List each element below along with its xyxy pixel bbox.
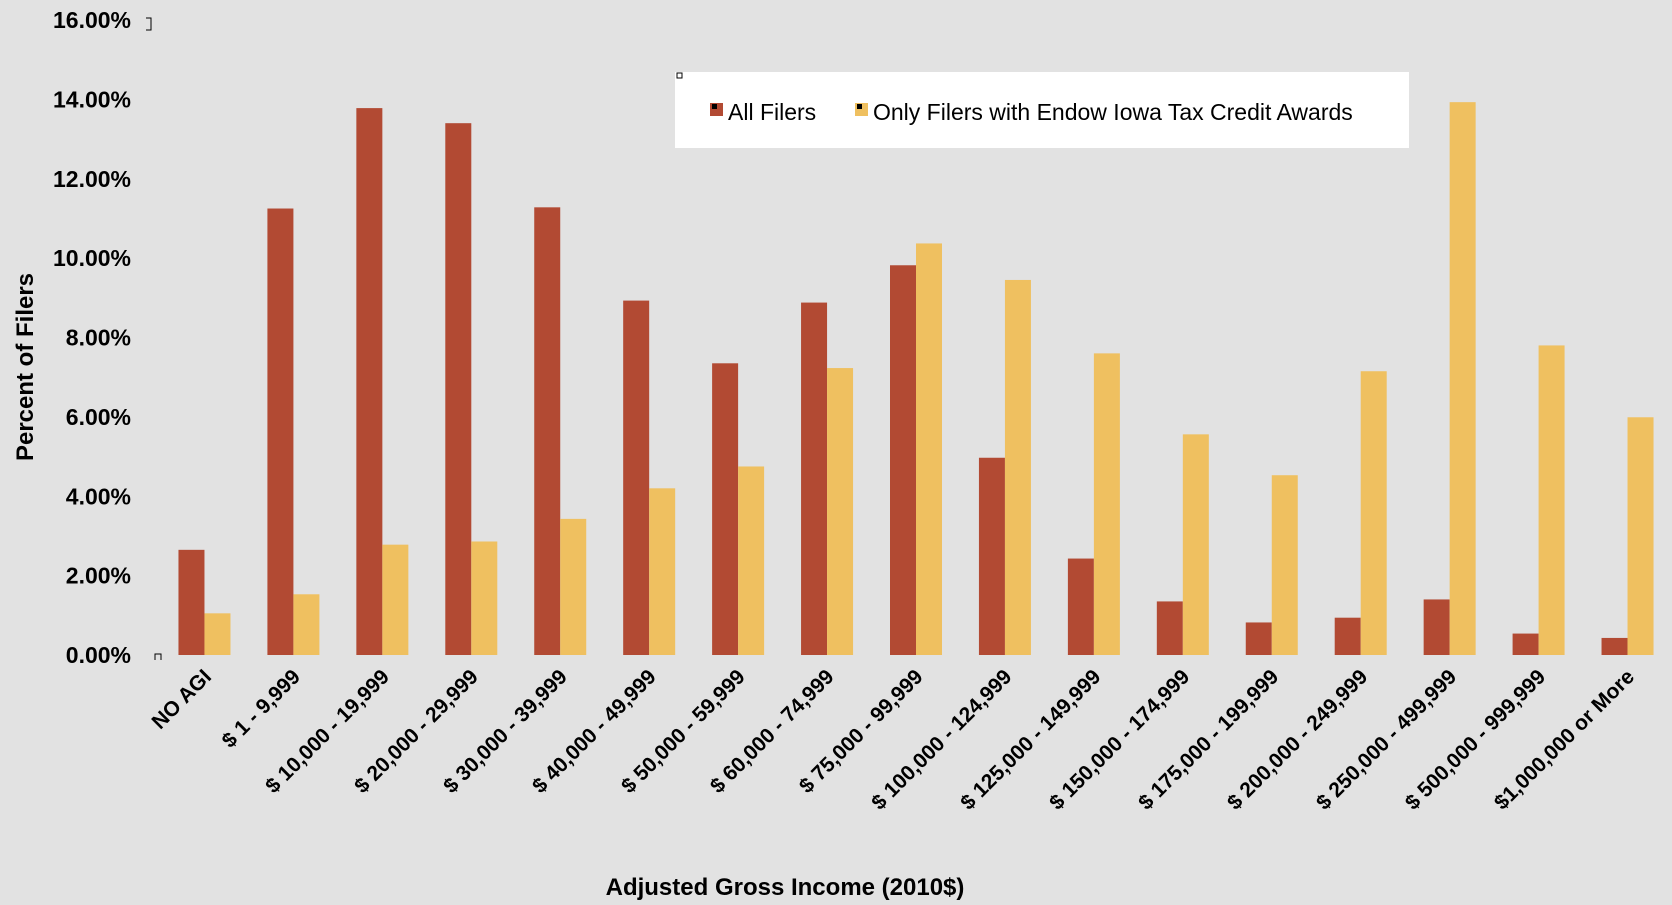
bar-all-filers — [1156, 601, 1183, 655]
legend-label-endow-filers: Only Filers with Endow Iowa Tax Credit A… — [873, 99, 1353, 125]
bar-all-filers — [1512, 633, 1539, 655]
bar-endow-filers — [1538, 345, 1565, 655]
bar-all-filers — [1067, 558, 1094, 655]
bar-endow-filers — [204, 613, 231, 655]
bar-endow-filers — [1004, 279, 1031, 655]
y-tick-label: 14.00% — [53, 86, 131, 112]
plot-area-corner-handle — [146, 17, 152, 31]
x-tick-label: $ 1 - 9,999 — [218, 665, 305, 752]
y-tick-label: 8.00% — [66, 325, 131, 351]
legend-anchor-handle — [676, 72, 683, 79]
bar-all-filers — [1245, 622, 1272, 655]
bar-endow-filers — [1449, 102, 1476, 655]
y-tick-label: 4.00% — [66, 483, 131, 509]
bar-all-filers — [1423, 599, 1450, 655]
bar-endow-filers — [471, 541, 498, 655]
legend-marker-all-filers — [712, 104, 717, 109]
x-tick-label: NO AGI — [147, 665, 216, 734]
bar-endow-filers — [1271, 475, 1298, 655]
bar-all-filers — [1334, 617, 1361, 655]
y-tick-label: 10.00% — [53, 245, 131, 271]
bar-all-filers — [801, 302, 828, 655]
bar-all-filers — [267, 208, 294, 655]
y-axis-title: Percent of Filers — [12, 273, 39, 461]
legend-marker-endow-filers — [857, 104, 862, 109]
y-tick-label: 2.00% — [66, 563, 131, 589]
bar-endow-filers — [738, 466, 765, 655]
bar-all-filers — [890, 265, 916, 655]
y-tick-label: 16.00% — [53, 7, 131, 33]
bar-all-filers — [178, 549, 205, 655]
x-axis: NO AGI $ 1 - 9,999$ 10,000 - 19,999$ 20,0… — [147, 665, 1639, 814]
bar-endow-filers — [827, 368, 854, 655]
bar-all-filers — [623, 300, 650, 655]
bar-endow-filers — [916, 243, 942, 656]
bar-endow-filers — [1182, 434, 1209, 655]
y-tick-label: 0.00% — [66, 642, 131, 668]
y-tick-label: 12.00% — [53, 166, 131, 192]
y-tick-label: 6.00% — [66, 404, 131, 430]
bar-endow-filers — [1093, 353, 1120, 655]
plot-origin-handle — [154, 653, 162, 660]
bar-endow-filers — [293, 594, 320, 655]
bar-all-filers — [445, 123, 472, 655]
bar-all-filers — [356, 108, 383, 655]
bar-endow-filers — [1627, 417, 1654, 655]
legend-box — [675, 72, 1409, 148]
y-axis: 0.00% 2.00% 4.00% 6.00% 8.00% 10.00% 12.00% 14.… — [53, 7, 131, 668]
bar-endow-filers — [649, 488, 676, 655]
bar-all-filers — [978, 457, 1005, 655]
legend-label-all-filers: All Filers — [728, 99, 816, 125]
bar-endow-filers — [382, 544, 409, 655]
bars — [178, 102, 1654, 656]
bar-all-filers — [712, 363, 739, 655]
x-axis-title: Adjusted Gross Income (2010$) — [606, 874, 965, 901]
bar-all-filers — [534, 207, 561, 655]
legend: All Filers Only Filers with Endow Iowa T… — [675, 72, 1409, 148]
bar-endow-filers — [1360, 371, 1387, 655]
bar-endow-filers — [560, 518, 587, 655]
bar-all-filers — [1601, 637, 1628, 655]
